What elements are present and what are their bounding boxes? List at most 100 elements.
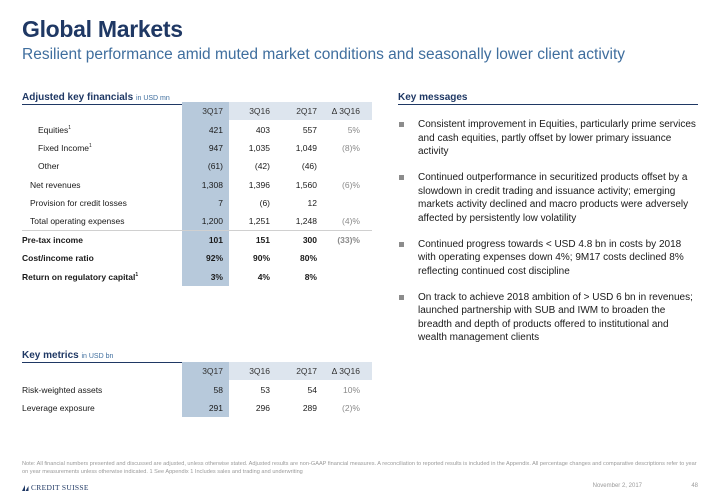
table-cell: 58: [182, 380, 229, 399]
row-label: Return on regulatory capital1: [22, 271, 139, 282]
table-cell: (4)%: [342, 216, 360, 227]
list-item: On track to achieve 2018 ambition of > U…: [398, 291, 698, 345]
key-messages-heading: Key messages: [398, 92, 468, 103]
table-cell: [323, 157, 372, 175]
page-title: Global Markets: [22, 16, 183, 42]
metrics-heading-label: Key metrics: [22, 350, 79, 361]
sails-icon: [22, 485, 29, 491]
table-cell: 1,200: [182, 212, 229, 231]
row-label: Provision for credit losses: [30, 198, 127, 209]
table-cell: 1,049: [295, 142, 317, 153]
table-cell: 8%: [304, 271, 317, 282]
table-cell: 1,308: [182, 175, 229, 194]
key-messages-list: Consistent improvement in Equities, part…: [398, 118, 698, 357]
footnote: Note: All financial numbers presented an…: [22, 461, 697, 475]
metrics-table: 3Q17 3Q16 2Q17 Δ 3Q16 Risk-weighted asse…: [22, 362, 372, 418]
table-cell: 1,035: [248, 142, 270, 153]
table-cell: 101: [182, 230, 229, 250]
table-cell: [323, 194, 372, 212]
column-header: 3Q16: [229, 102, 276, 121]
table-cell: 80%: [299, 253, 317, 264]
row-label: Pre-tax income: [22, 230, 182, 250]
table-row: Risk-weighted assets 58 53 54 10%: [22, 380, 372, 399]
column-header: 3Q17: [182, 102, 229, 121]
column-header: Δ 3Q16: [323, 362, 372, 381]
message-text: On track to achieve 2018 ambition of > U…: [418, 291, 693, 344]
metrics-header-row: 3Q17 3Q16 2Q17 Δ 3Q16: [22, 362, 372, 381]
table-cell: 557: [302, 124, 317, 135]
column-header: 3Q16: [229, 362, 276, 381]
table-row: Fixed Income1 947 1,035 1,049 (8)%: [22, 138, 372, 158]
column-header: 3Q17: [182, 362, 229, 381]
list-item: Continued progress towards < USD 4.8 bn …: [398, 238, 698, 279]
financials-heading-label: Adjusted key financials: [22, 92, 134, 103]
table-cell: 90%: [252, 253, 270, 264]
column-header: 2Q17: [276, 362, 323, 381]
table-row: Pre-tax income 101 151 300 (33)%: [22, 230, 372, 250]
table-cell: 947: [182, 138, 229, 158]
row-label: Other: [38, 161, 60, 172]
table-cell: 300: [276, 230, 323, 250]
table-cell: 1,396: [248, 179, 270, 190]
table-cell: 291: [182, 398, 229, 418]
table-row: Total operating expenses 1,200 1,251 1,248 (…: [22, 212, 372, 231]
row-label: Cost/income ratio: [22, 253, 94, 264]
key-messages-rule: [398, 104, 698, 105]
message-text: Continued outperformance in securitized …: [418, 172, 689, 224]
table-cell: (8)%: [342, 142, 360, 153]
table-cell: 289: [302, 402, 317, 413]
table-cell: 53: [260, 384, 270, 395]
table-cell: (2)%: [342, 402, 360, 413]
footnote-marker: 1: [135, 271, 139, 278]
list-item: Consistent improvement in Equities, part…: [398, 118, 698, 159]
row-label: Equities1: [38, 124, 72, 135]
table-cell: (61): [182, 157, 229, 176]
table-cell: 151: [229, 230, 276, 250]
table-cell: 54: [307, 384, 317, 395]
footnote-marker: 1: [89, 143, 92, 150]
financials-heading: Adjusted key financials in USD mn: [22, 92, 170, 103]
logo-text: CREDIT SUISSE: [31, 483, 89, 492]
table-cell: 12: [307, 198, 317, 209]
row-label: Leverage exposure: [22, 402, 95, 413]
metrics-unit: in USD bn: [81, 353, 114, 360]
page-subtitle: Resilient performance amid muted market …: [22, 46, 626, 63]
table-row: Other (61) (42) (46): [22, 157, 372, 176]
list-item: Continued outperformance in securitized …: [398, 171, 698, 225]
table-cell: (33)%: [323, 230, 372, 250]
table-cell: (46): [301, 161, 317, 172]
table-cell: 296: [255, 402, 270, 413]
row-label: Net revenues: [30, 179, 81, 190]
table-row: Return on regulatory capital1 3% 4% 8%: [22, 267, 372, 286]
table-row: Leverage exposure 291 296 289 (2)%: [22, 398, 372, 418]
row-label: Total operating expenses: [30, 216, 125, 227]
bullet-square-icon: [399, 122, 404, 127]
table-cell: (6): [259, 198, 270, 209]
table-cell: 5%: [347, 124, 360, 135]
table-cell: 4%: [257, 271, 270, 282]
bullet-square-icon: [399, 241, 404, 247]
financials-header-row: 3Q17 3Q16 2Q17 Δ 3Q16: [22, 102, 372, 121]
bullet-square-icon: [399, 175, 404, 180]
table-cell: (6)%: [342, 179, 360, 190]
row-label: Risk-weighted assets: [22, 384, 103, 395]
page-number: 48: [691, 483, 698, 489]
table-cell: 1,248: [295, 216, 317, 227]
table-cell: (42): [254, 161, 270, 172]
bullet-square-icon: [399, 294, 404, 300]
table-cell: 10%: [342, 384, 360, 395]
footer-date: November 2, 2017: [592, 483, 642, 489]
table-cell: 403: [255, 124, 270, 135]
table-row: Net revenues 1,308 1,396 1,560 (6)%: [22, 175, 372, 194]
message-text: Continued progress towards < USD 4.8 bn …: [418, 238, 684, 277]
table-cell: 7: [182, 193, 229, 213]
financials-unit: in USD mn: [135, 95, 170, 102]
table-row: Equities1 421 403 557 5%: [22, 120, 372, 139]
column-header: 2Q17: [276, 102, 323, 121]
financials-table: 3Q17 3Q16 2Q17 Δ 3Q16 Equities1 421 403 557…: [22, 102, 372, 286]
table-cell: [323, 249, 372, 267]
metrics-heading: Key metrics in USD bn: [22, 350, 113, 361]
table-cell: 3%: [182, 267, 229, 286]
table-row: Cost/income ratio 92% 90% 80%: [22, 249, 372, 268]
table-cell: 1,251: [248, 216, 270, 227]
